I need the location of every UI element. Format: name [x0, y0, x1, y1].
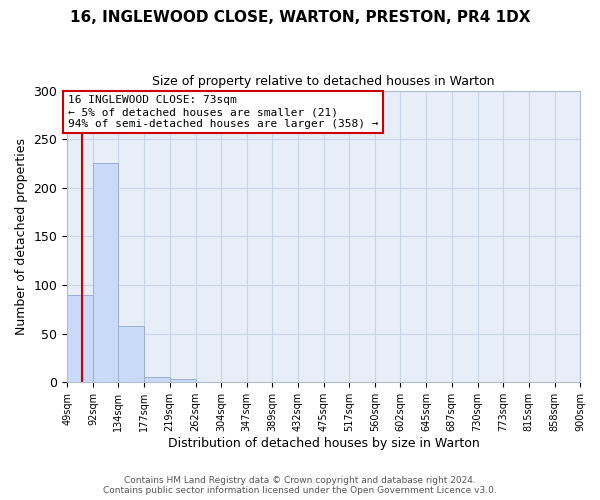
- Bar: [67, 295, 93, 382]
- Text: 16 INGLEWOOD CLOSE: 73sqm
← 5% of detached houses are smaller (21)
94% of semi-d: 16 INGLEWOOD CLOSE: 73sqm ← 5% of detach…: [68, 96, 378, 128]
- X-axis label: Distribution of detached houses by size in Warton: Distribution of detached houses by size …: [168, 437, 479, 450]
- Bar: [93, 162, 118, 382]
- Bar: [170, 380, 196, 382]
- Text: Contains HM Land Registry data © Crown copyright and database right 2024.
Contai: Contains HM Land Registry data © Crown c…: [103, 476, 497, 495]
- Bar: [144, 376, 170, 382]
- Title: Size of property relative to detached houses in Warton: Size of property relative to detached ho…: [152, 75, 495, 88]
- Y-axis label: Number of detached properties: Number of detached properties: [15, 138, 28, 335]
- Bar: [118, 326, 144, 382]
- Text: 16, INGLEWOOD CLOSE, WARTON, PRESTON, PR4 1DX: 16, INGLEWOOD CLOSE, WARTON, PRESTON, PR…: [70, 10, 530, 25]
